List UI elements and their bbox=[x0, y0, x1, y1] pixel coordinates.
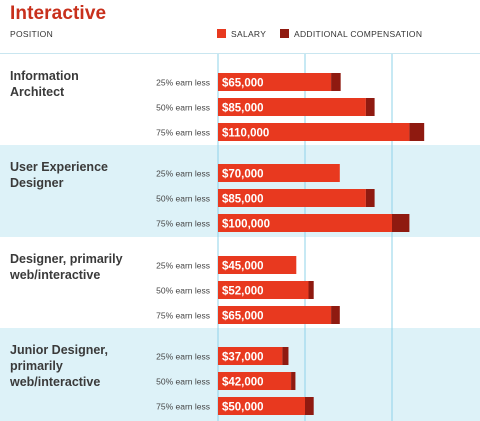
row-label: 25% earn less bbox=[156, 78, 210, 88]
bar-additional bbox=[365, 98, 375, 116]
bar-value-label: $50,000 bbox=[222, 402, 264, 414]
bar-additional bbox=[392, 214, 410, 232]
bar-additional bbox=[308, 281, 314, 299]
group-label: Designer bbox=[10, 176, 64, 190]
bar-value-label: $65,000 bbox=[222, 311, 264, 323]
bar-value-label: $37,000 bbox=[222, 352, 264, 364]
bar-value-label: $100,000 bbox=[222, 219, 270, 231]
legend-swatch-additional bbox=[280, 29, 289, 38]
bar-value-label: $70,000 bbox=[222, 169, 264, 181]
bar-salary bbox=[218, 281, 309, 299]
bar-value-label: $52,000 bbox=[222, 286, 264, 298]
bar-layer bbox=[218, 73, 425, 415]
bar-value-label: $42,000 bbox=[222, 377, 264, 389]
bar-salary bbox=[218, 98, 366, 116]
bar-salary bbox=[218, 189, 366, 207]
row-label: 75% earn less bbox=[156, 402, 210, 412]
group-label: primarily bbox=[10, 359, 63, 373]
bar-value-label: $65,000 bbox=[222, 78, 264, 90]
bar-salary bbox=[218, 164, 340, 182]
row-label: 25% earn less bbox=[156, 169, 210, 179]
bar-additional bbox=[291, 372, 296, 390]
label-layer: Information Architect 25% earn less $65,000… bbox=[9, 69, 270, 414]
bar-additional bbox=[331, 73, 341, 91]
row-label: 25% earn less bbox=[156, 352, 210, 362]
bar-salary bbox=[218, 347, 283, 365]
bar-salary bbox=[218, 372, 292, 390]
bar-additional bbox=[331, 306, 340, 324]
bar-additional bbox=[282, 347, 289, 365]
legend-label-additional: ADDITIONAL COMPENSATION bbox=[294, 28, 423, 39]
legend-label-salary: SALARY bbox=[231, 28, 267, 39]
group-label: User Experience bbox=[10, 160, 108, 174]
group-label: Junior Designer, bbox=[10, 343, 108, 357]
row-label: 50% earn less bbox=[156, 194, 210, 204]
row-label: 75% earn less bbox=[156, 311, 210, 321]
bar-value-label: $45,000 bbox=[222, 261, 264, 273]
bar-salary bbox=[218, 306, 332, 324]
row-label: 25% earn less bbox=[156, 261, 210, 271]
bar-value-label: $85,000 bbox=[222, 103, 264, 115]
bar-additional bbox=[305, 397, 314, 415]
bar-salary bbox=[218, 123, 410, 141]
chart-title: Interactive bbox=[10, 3, 107, 24]
bar-salary bbox=[218, 397, 305, 415]
group-label: Designer, primarily bbox=[10, 252, 123, 266]
bar-salary bbox=[218, 256, 297, 274]
legend-swatch-salary bbox=[217, 29, 226, 38]
group-label: web/interactive bbox=[9, 268, 100, 282]
group-label: Information bbox=[10, 69, 79, 83]
row-label: 50% earn less bbox=[156, 377, 210, 387]
row-label: 75% earn less bbox=[156, 128, 210, 138]
bar-value-label: $85,000 bbox=[222, 194, 264, 206]
row-label: 75% earn less bbox=[156, 219, 210, 229]
row-header: POSITION bbox=[10, 29, 54, 39]
bar-additional bbox=[409, 123, 425, 141]
legend-item-salary: SALARY bbox=[217, 28, 266, 39]
legend-item-additional: ADDITIONAL COMPENSATION bbox=[280, 28, 422, 39]
bar-additional bbox=[365, 189, 375, 207]
row-label: 50% earn less bbox=[156, 103, 210, 113]
row-label: 50% earn less bbox=[156, 286, 210, 296]
group-label: Architect bbox=[10, 85, 65, 99]
bar-value-label: $110,000 bbox=[222, 128, 269, 140]
bar-salary bbox=[218, 214, 392, 232]
bar-salary bbox=[218, 73, 332, 91]
group-label: web/interactive bbox=[9, 375, 100, 389]
